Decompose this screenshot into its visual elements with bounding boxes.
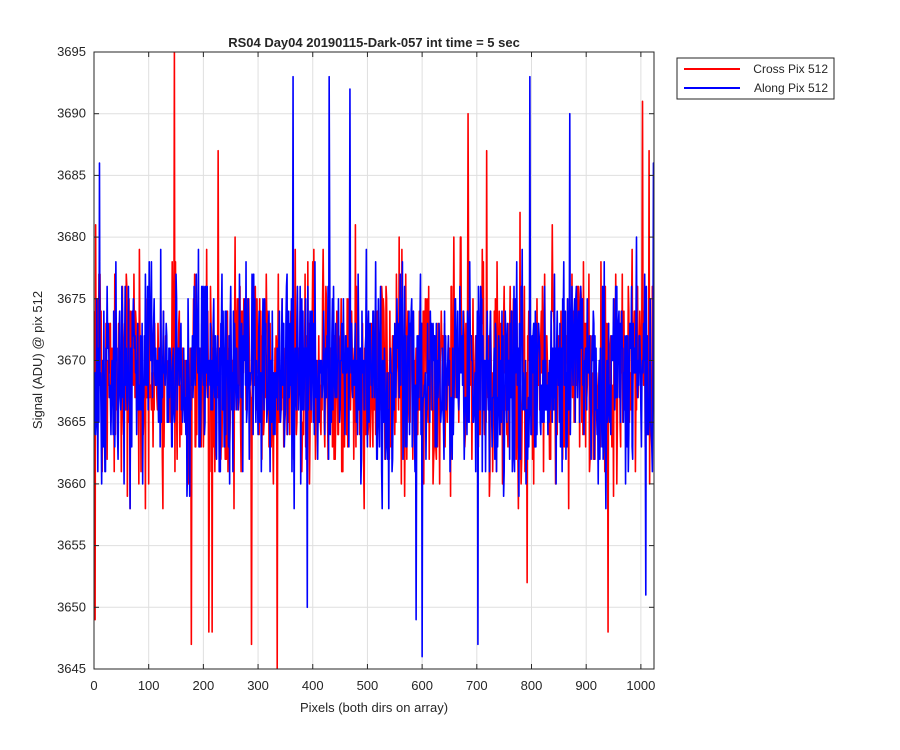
x-tick-label: 500 — [357, 678, 379, 693]
y-tick-label: 3670 — [57, 353, 86, 368]
y-tick-label: 3680 — [57, 229, 86, 244]
legend-label-along-pix: Along Pix 512 — [754, 81, 828, 95]
x-axis-label: Pixels (both dirs on array) — [300, 700, 448, 715]
y-tick-label: 3655 — [57, 538, 86, 553]
y-tick-label: 3650 — [57, 599, 86, 614]
series-line-along-pix — [94, 75, 654, 658]
x-tick-label: 900 — [575, 678, 597, 693]
x-tick-label: 0 — [90, 678, 97, 693]
plot-area — [94, 52, 654, 669]
x-tick-label: 1000 — [626, 678, 655, 693]
x-tick-label: 800 — [521, 678, 543, 693]
axis-ticks: 0 100 200 300 400 500 600 700 800 900 1000 3645 3650… — [57, 44, 655, 693]
y-tick-label: 3665 — [57, 414, 86, 429]
legend-label-cross-pix: Cross Pix 512 — [753, 62, 828, 76]
legend: Cross Pix 512 Along Pix 512 — [676, 57, 835, 100]
y-tick-label: 3645 — [57, 661, 86, 676]
y-tick-label: 3660 — [57, 476, 86, 491]
x-tick-label: 100 — [138, 678, 160, 693]
legend-box — [676, 57, 835, 100]
x-tick-label: 300 — [247, 678, 269, 693]
chart-title: RS04 Day04 20190115-Dark-057 int time = … — [228, 35, 520, 50]
y-tick-label: 3675 — [57, 291, 86, 306]
x-tick-label: 200 — [193, 678, 215, 693]
x-tick-label: 700 — [466, 678, 488, 693]
y-tick-label: 3695 — [57, 44, 86, 59]
x-tick-label: 600 — [411, 678, 433, 693]
y-tick-label: 3690 — [57, 106, 86, 121]
y-axis-label: Signal (ADU) @ pix 512 — [30, 291, 45, 429]
y-tick-label: 3685 — [57, 167, 86, 182]
x-tick-label: 400 — [302, 678, 324, 693]
